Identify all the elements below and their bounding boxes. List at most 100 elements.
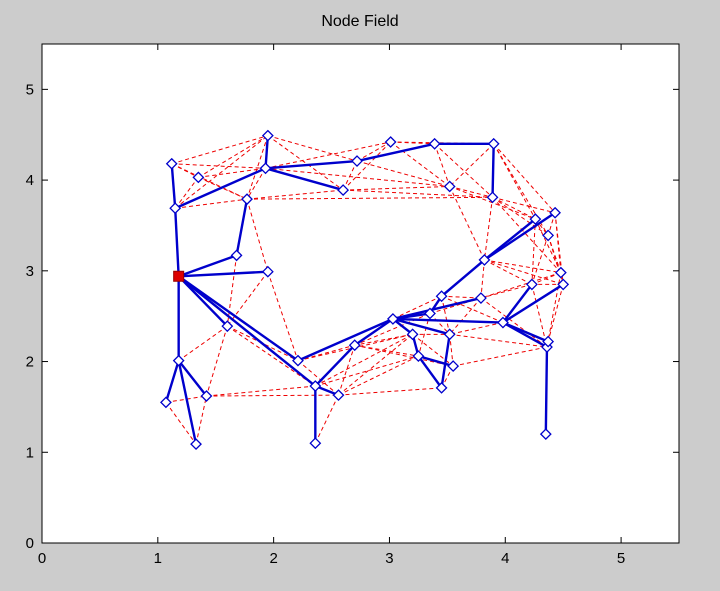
tree-link [264, 167, 345, 192]
sensor-node [192, 171, 205, 184]
sensor-node [435, 290, 448, 303]
mesh-link [297, 360, 339, 396]
tree-link [417, 354, 455, 368]
mesh-link [492, 196, 562, 273]
sensor-node [387, 312, 399, 325]
mesh-link [493, 143, 556, 214]
mesh-link [480, 259, 485, 299]
tree-link [501, 283, 534, 324]
sensor-node [348, 339, 361, 352]
mesh-link [453, 346, 548, 367]
mesh-link [493, 143, 549, 236]
tree-link [391, 296, 483, 321]
mesh-link [343, 185, 450, 191]
mesh-link [356, 160, 450, 187]
tree-link [164, 359, 180, 404]
mesh-link [227, 325, 316, 387]
mesh-link [265, 167, 450, 187]
tree-link [501, 321, 550, 343]
tree-link [177, 275, 317, 388]
mesh-link [342, 160, 358, 191]
chart-title: Node Field [321, 13, 398, 30]
sensor-node [478, 254, 491, 266]
mesh-link [338, 345, 356, 396]
mesh-link [267, 271, 299, 361]
mesh-link [314, 394, 339, 444]
tree-link [440, 258, 486, 298]
sensor-node [443, 328, 456, 341]
sink-node [173, 270, 185, 282]
y-tick-label: 3 [26, 263, 34, 280]
axes-background [41, 43, 680, 544]
tree-link [440, 333, 451, 390]
mesh-link [174, 135, 269, 209]
mesh-link [547, 284, 564, 342]
mesh-link [531, 235, 549, 285]
sensor-node [190, 438, 202, 451]
tree-link [177, 359, 208, 398]
sensor-node [525, 278, 538, 291]
sensor-node [486, 191, 499, 204]
sensor-node [542, 229, 555, 242]
mesh-link [338, 355, 419, 396]
mesh-link [165, 402, 197, 445]
mesh-link [246, 189, 344, 200]
mesh-link [267, 135, 358, 162]
sensor-node [200, 390, 213, 402]
x-tick-label: 0 [38, 550, 46, 567]
axes-ticks: 0 1 2 3 4 5 0 1 2 3 4 5 [26, 44, 679, 567]
sensor-node [160, 396, 172, 409]
mesh-link [195, 395, 207, 445]
tree-link [177, 270, 270, 278]
sensor-node [554, 266, 567, 279]
mesh-link [342, 141, 391, 191]
mesh-link [531, 284, 548, 348]
y-tick-label: 5 [26, 81, 34, 98]
sensor-node [309, 380, 322, 392]
mesh-link [343, 189, 493, 198]
tree-link [417, 354, 443, 390]
mesh-link [480, 283, 533, 299]
mesh-link [483, 197, 494, 260]
mesh-link [226, 271, 269, 327]
mesh-link [246, 199, 269, 272]
mesh-link [492, 196, 556, 214]
x-tick-label: 1 [154, 550, 162, 567]
x-tick-label: 3 [385, 550, 393, 567]
mesh-link [392, 295, 442, 320]
sensor-node [428, 137, 441, 150]
sensor-node [557, 278, 570, 291]
sensor-node [539, 428, 552, 441]
mesh-link [246, 196, 493, 200]
mesh-link [546, 272, 562, 348]
sensor-node [529, 213, 542, 226]
mesh-link [484, 259, 561, 274]
sensor-node [241, 193, 253, 206]
sensor-node [165, 157, 178, 170]
sensor-node [169, 202, 182, 215]
mesh-link [484, 259, 533, 285]
tree-link [544, 345, 549, 436]
mesh-link [338, 333, 413, 396]
mesh-link [449, 322, 504, 335]
sensor-node [424, 307, 436, 320]
sensor-node [259, 162, 272, 175]
tree-link [501, 283, 565, 324]
sensor-node [230, 249, 243, 262]
sensor-node [443, 180, 456, 193]
tree-link [483, 211, 557, 262]
mesh-link [449, 297, 482, 335]
tree-link [391, 317, 451, 336]
tree-link [391, 317, 505, 324]
mesh-link [554, 212, 564, 285]
sensor-node [435, 381, 448, 394]
mesh-link [315, 333, 413, 387]
mesh-link [315, 355, 419, 387]
sensor-node [309, 437, 322, 450]
sensor-node [487, 137, 500, 150]
sensor-node [447, 360, 460, 373]
x-tick-label: 4 [501, 550, 509, 567]
mesh-link [390, 141, 450, 187]
sensor-node [221, 320, 234, 333]
mesh-link [338, 387, 442, 396]
